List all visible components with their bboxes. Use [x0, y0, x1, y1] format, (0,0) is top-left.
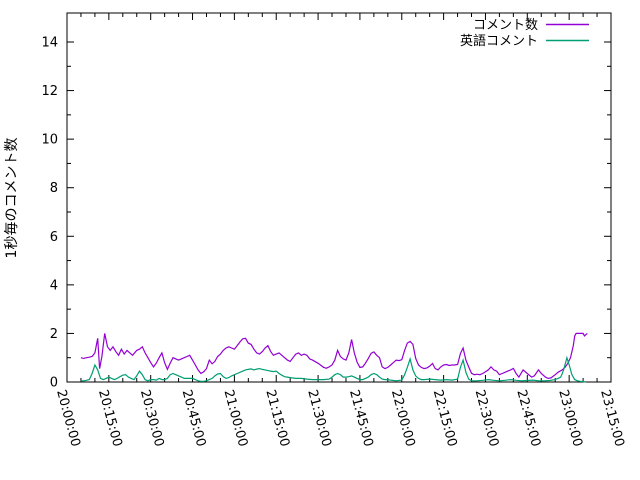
- plot-border: [66, 12, 612, 383]
- x-tick-label: 22:30:00: [472, 388, 502, 448]
- x-tick-label: 22:45:00: [513, 388, 543, 448]
- x-tick-label: 23:15:00: [597, 388, 627, 448]
- y-tick-label: 0: [50, 376, 58, 391]
- x-tick-label: 23:00:00: [555, 388, 585, 448]
- y-tick-label: 14: [41, 36, 58, 51]
- legend: コメント数 英語コメント: [460, 18, 589, 49]
- x-tick-label: 21:45:00: [346, 388, 376, 448]
- axis-ticks-group: 20:00:00 20:15:00 20:30:00 20:45:00 21:00:00…: [41, 13, 627, 448]
- x-tick-label: 21:00:00: [221, 388, 251, 448]
- y-axis-title: 1秒毎のコメント数: [4, 138, 20, 259]
- legend-label-english-comments: 英語コメント: [460, 33, 538, 49]
- x-tick-label: 20:15:00: [95, 388, 125, 448]
- series-line-comments: [80, 332, 588, 380]
- y-tick-label: 6: [50, 230, 58, 245]
- y-tick-label: 12: [41, 84, 58, 99]
- x-tick-label: 21:30:00: [304, 388, 334, 448]
- x-tick-label: 22:15:00: [430, 388, 460, 448]
- legend-label-comments: コメント数: [473, 18, 538, 33]
- x-tick-label: 20:00:00: [53, 388, 83, 448]
- x-tick-label: 22:00:00: [388, 388, 418, 448]
- y-tick-label: 8: [50, 181, 58, 196]
- x-tick-label: 20:30:00: [137, 388, 167, 448]
- y-tick-label: 4: [50, 278, 58, 293]
- series-line-english-comments: [80, 355, 587, 383]
- y-tick-label: 2: [50, 327, 58, 342]
- y-tick-label: 10: [41, 133, 58, 148]
- x-tick-label: 20:45:00: [179, 388, 209, 448]
- x-tick-label: 21:15:00: [262, 388, 292, 448]
